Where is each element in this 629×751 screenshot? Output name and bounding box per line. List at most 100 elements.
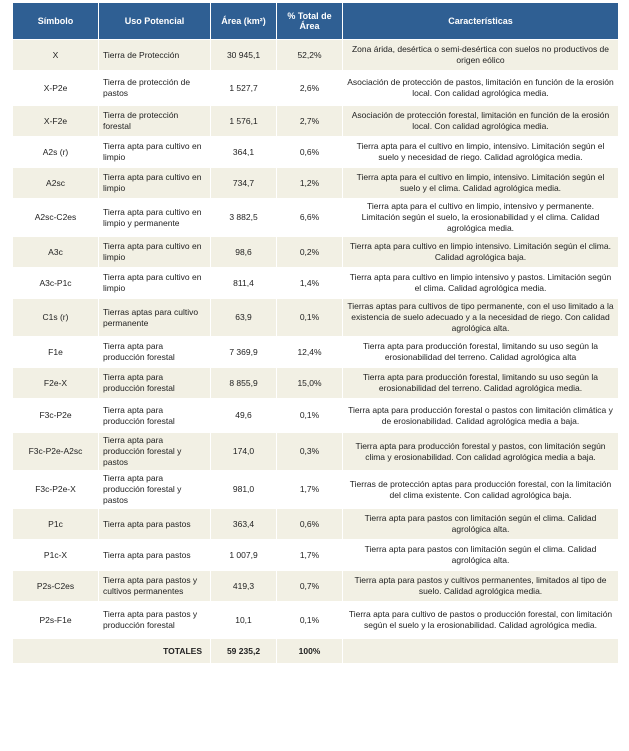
cell-area: 364,1	[210, 136, 277, 168]
cell-simbolo: P2s-F1e	[12, 601, 99, 639]
cell-uso-potencial: Tierra de protección de pastos	[98, 70, 211, 106]
cell-simbolo: P1c-X	[12, 539, 99, 571]
cell-pct-total: 0,2%	[276, 236, 343, 268]
table-row: F1e Tierra apta para producción forestal 7…	[12, 336, 619, 368]
cell-area: 811,4	[210, 267, 277, 299]
cell-caracteristicas: Tierra apta para el cultivo en limpio, i…	[342, 167, 619, 199]
cell-caracteristicas: Tierra apta para producción forestal o p…	[342, 398, 619, 433]
table-row: P1c Tierra apta para pastos 363,4 0,6% Tierr…	[12, 508, 619, 540]
cell-simbolo: A3c	[12, 236, 99, 268]
cell-pct-total: 0,3%	[276, 432, 343, 471]
cell-area: 1 576,1	[210, 105, 277, 137]
cell-uso-potencial: Tierra apta para producción forestal	[98, 367, 211, 399]
cell-caracteristicas: Tierra apta para pastos con limitación s…	[342, 508, 619, 540]
cell-pct-total: 2,7%	[276, 105, 343, 137]
cell-area: 3 882,5	[210, 198, 277, 237]
cell-area: 1 007,9	[210, 539, 277, 571]
cell-pct-total: 2,6%	[276, 70, 343, 106]
cell-pct-total: 1,7%	[276, 539, 343, 571]
cell-caracteristicas: Tierra apta para cultivo de pastos o pro…	[342, 601, 619, 639]
cell-uso-potencial: Tierra apta para pastos	[98, 508, 211, 540]
cell-caracteristicas: Tierras aptas para cultivos de tipo perm…	[342, 298, 619, 337]
cell-pct-total: 1,2%	[276, 167, 343, 199]
cell-simbolo: P2s-C2es	[12, 570, 99, 602]
cell-caracteristicas: Tierra apta para producción forestal y p…	[342, 432, 619, 471]
totals-label: TOTALES	[12, 638, 211, 664]
cell-simbolo: F3c-P2e	[12, 398, 99, 433]
table-row: F3c-P2e-A2sc Tierra apta para producción …	[12, 432, 619, 471]
totals-area: 59 235,2	[210, 638, 277, 664]
cell-pct-total: 0,7%	[276, 570, 343, 602]
table-row: A2sc-C2es Tierra apta para cultivo en lim…	[12, 198, 619, 237]
cell-simbolo: F2e-X	[12, 367, 99, 399]
table-row: A3c-P1c Tierra apta para cultivo en limpi…	[12, 267, 619, 299]
cell-uso-potencial: Tierra de Protección	[98, 39, 211, 71]
cell-pct-total: 52,2%	[276, 39, 343, 71]
table-row: P2s-C2es Tierra apta para pastos y cultiv…	[12, 570, 619, 602]
cell-area: 98,6	[210, 236, 277, 268]
cell-caracteristicas: Tierra apta para cultivo en limpio inten…	[342, 236, 619, 268]
cell-uso-potencial: Tierra apta para pastos y cultivos perma…	[98, 570, 211, 602]
header-pct-total: % Total de Área	[276, 2, 343, 40]
cell-uso-potencial: Tierra apta para cultivo en limpio	[98, 167, 211, 199]
cell-caracteristicas: Zona árida, desértica o semi-desértica c…	[342, 39, 619, 71]
cell-area: 419,3	[210, 570, 277, 602]
cell-simbolo: C1s (r)	[12, 298, 99, 337]
totals-empty	[342, 638, 619, 664]
cell-caracteristicas: Tierra apta para pastos con limitación s…	[342, 539, 619, 571]
cell-uso-potencial: Tierra apta para cultivo en limpio	[98, 267, 211, 299]
table-row: C1s (r) Tierras aptas para cultivo perman…	[12, 298, 619, 337]
cell-pct-total: 0,6%	[276, 508, 343, 540]
totals-row: TOTALES 59 235,2 100%	[12, 638, 619, 664]
cell-simbolo: X-F2e	[12, 105, 99, 137]
cell-area: 49,6	[210, 398, 277, 433]
cell-pct-total: 12,4%	[276, 336, 343, 368]
cell-area: 63,9	[210, 298, 277, 337]
cell-uso-potencial: Tierra apta para pastos y producción for…	[98, 601, 211, 639]
cell-pct-total: 0,6%	[276, 136, 343, 168]
cell-caracteristicas: Asociación de protección forestal, limit…	[342, 105, 619, 137]
table-row: F2e-X Tierra apta para producción foresta…	[12, 367, 619, 399]
table-row: X-P2e Tierra de protección de pastos 1 527…	[12, 70, 619, 106]
cell-caracteristicas: Tierra apta para el cultivo en limpio, i…	[342, 136, 619, 168]
cell-caracteristicas: Tierra apta para cultivo en limpio inten…	[342, 267, 619, 299]
cell-area: 1 527,7	[210, 70, 277, 106]
cell-area: 981,0	[210, 470, 277, 509]
cell-pct-total: 0,1%	[276, 601, 343, 639]
table-row: F3c-P2e Tierra apta para producción fores…	[12, 398, 619, 433]
cell-caracteristicas: Asociación de protección de pastos, limi…	[342, 70, 619, 106]
cell-uso-potencial: Tierra apta para cultivo en limpio	[98, 136, 211, 168]
cell-area: 734,7	[210, 167, 277, 199]
cell-simbolo: F3c-P2e-X	[12, 470, 99, 509]
cell-simbolo: P1c	[12, 508, 99, 540]
table-row: A3c Tierra apta para cultivo en limpio 98,…	[12, 236, 619, 268]
cell-area: 7 369,9	[210, 336, 277, 368]
cell-simbolo: A3c-P1c	[12, 267, 99, 299]
table-row: A2s (r) Tierra apta para cultivo en limpi…	[12, 136, 619, 168]
cell-uso-potencial: Tierra apta para pastos	[98, 539, 211, 571]
cell-pct-total: 1,4%	[276, 267, 343, 299]
cell-area: 10,1	[210, 601, 277, 639]
table-row: P1c-X Tierra apta para pastos 1 007,9 1,7% T…	[12, 539, 619, 571]
cell-area: 30 945,1	[210, 39, 277, 71]
cell-caracteristicas: Tierras de protección aptas para producc…	[342, 470, 619, 509]
cell-uso-potencial: Tierra apta para producción forestal y p…	[98, 432, 211, 471]
table-row: P2s-F1e Tierra apta para pastos y producc…	[12, 601, 619, 639]
table-row: F3c-P2e-X Tierra apta para producción for…	[12, 470, 619, 509]
header-area: Área (km²)	[210, 2, 277, 40]
table-row: X Tierra de Protección 30 945,1 52,2% Zona á…	[12, 39, 619, 71]
cell-pct-total: 0,1%	[276, 398, 343, 433]
cell-uso-potencial: Tierra apta para producción forestal	[98, 336, 211, 368]
cell-caracteristicas: Tierra apta para producción forestal, li…	[342, 367, 619, 399]
cell-simbolo: F1e	[12, 336, 99, 368]
header-caracteristicas: Características	[342, 2, 619, 40]
cell-pct-total: 0,1%	[276, 298, 343, 337]
cell-uso-potencial: Tierra apta para cultivo en limpio	[98, 236, 211, 268]
cell-uso-potencial: Tierra apta para producción forestal y p…	[98, 470, 211, 509]
header-simbolo: Símbolo	[12, 2, 99, 40]
cell-uso-potencial: Tierra apta para cultivo en limpio y per…	[98, 198, 211, 237]
header-uso-potencial: Uso Potencial	[98, 2, 211, 40]
table-row: X-F2e Tierra de protección forestal 1 576,…	[12, 105, 619, 137]
cell-simbolo: F3c-P2e-A2sc	[12, 432, 99, 471]
cell-caracteristicas: Tierra apta para pastos y cultivos perma…	[342, 570, 619, 602]
